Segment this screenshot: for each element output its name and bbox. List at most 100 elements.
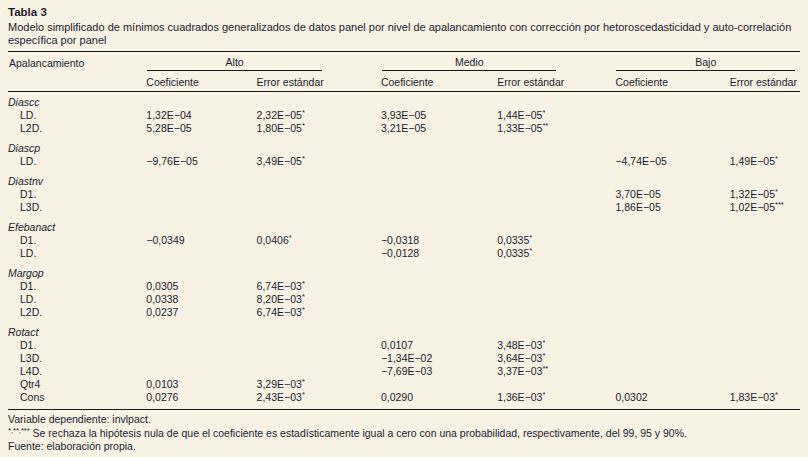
group-header-medio: Medio (381, 52, 616, 73)
variable-lag-label: L2D. (8, 306, 146, 319)
value-cell (146, 214, 256, 234)
value-cell: 0,0302 (615, 391, 729, 410)
significance-stars: * (542, 390, 545, 399)
value-cell (615, 122, 729, 135)
table-row: L2D.0,02376,74E−03* (8, 306, 800, 319)
significance-stars: * (302, 390, 305, 399)
col-header-coeficiente-alto: Coeficiente (146, 72, 256, 92)
value-cell (381, 260, 497, 280)
value-cell (730, 293, 800, 306)
value-cell: 0,0276 (146, 391, 256, 410)
variable-group-label: Diascp (8, 135, 146, 155)
table-number-title: Tabla 3 (8, 6, 798, 19)
value-cell (615, 306, 729, 319)
value-cell: 1,83E−03* (730, 391, 800, 410)
value-cell (497, 378, 615, 391)
value-cell (381, 293, 497, 306)
significance-stars: * (302, 377, 305, 386)
table-row: Diascp (8, 135, 800, 155)
value-cell (257, 214, 381, 234)
value-cell (615, 378, 729, 391)
group-header-row: Apalancamiento Alto Medio Bajo (8, 52, 800, 73)
significance-stars: * (302, 154, 305, 163)
table-row: L3D.−1,34E−023,64E−03* (8, 352, 800, 365)
value-cell (730, 247, 800, 260)
significance-stars: * (542, 338, 545, 347)
value-cell: 8,20E−03* (257, 293, 381, 306)
value-cell (730, 365, 800, 378)
value-cell (730, 109, 800, 122)
variable-group-label: Margop (8, 260, 146, 280)
value-cell (146, 135, 256, 155)
value-cell: 0,0237 (146, 306, 256, 319)
value-cell (615, 135, 729, 155)
significance-stars: * (529, 246, 532, 255)
value-cell (615, 339, 729, 352)
table-row: Qtr40,01033,29E−03* (8, 378, 800, 391)
value-cell (146, 352, 256, 365)
value-cell: −1,34E−02 (381, 352, 497, 365)
group-header-alto: Alto (146, 52, 381, 73)
value-cell (615, 280, 729, 293)
variable-lag-label: D1. (8, 280, 146, 293)
col-header-error-estandar-alto: Error estándar (257, 72, 381, 92)
variable-lag-label: D1. (8, 339, 146, 352)
table-row: D1.0,03056,74E−03* (8, 280, 800, 293)
col-header-coeficiente-medio: Coeficiente (381, 72, 497, 92)
value-cell (146, 319, 256, 339)
value-cell (615, 352, 729, 365)
significance-stars: * (302, 279, 305, 288)
table-row: D1. 0,01073,48E−03* (8, 339, 800, 352)
value-cell (730, 280, 800, 293)
value-cell: 3,37E−03** (497, 365, 615, 378)
variable-lag-label: L2D. (8, 122, 146, 135)
col-header-error-estandar-bajo: Error estándar (730, 72, 800, 92)
significance-stars: *** (775, 200, 784, 209)
value-cell (615, 168, 729, 188)
variable-group-label: Rotact (8, 319, 146, 339)
value-cell: 0,0107 (381, 339, 497, 352)
value-cell: 3,48E−03* (497, 339, 615, 352)
value-cell (497, 319, 615, 339)
value-cell (497, 280, 615, 293)
value-cell (146, 365, 256, 378)
value-cell (730, 122, 800, 135)
value-cell (730, 234, 800, 247)
value-cell (497, 168, 615, 188)
value-cell (497, 188, 615, 201)
value-cell (381, 135, 497, 155)
value-cell: 1,32E−05* (730, 188, 800, 201)
value-cell (146, 247, 256, 260)
value-cell (497, 260, 615, 280)
variable-lag-label: LD. (8, 293, 146, 306)
value-cell: 1,02E−05*** (730, 201, 800, 214)
value-cell (615, 260, 729, 280)
value-cell (381, 168, 497, 188)
value-cell (730, 135, 800, 155)
value-cell (615, 214, 729, 234)
table-row: D1.3,70E−051,32E−05* (8, 188, 800, 201)
value-cell (146, 201, 256, 214)
significance-note-text: Se rechaza la hipótesis nula de que el c… (30, 427, 687, 439)
value-cell (615, 319, 729, 339)
value-cell (730, 319, 800, 339)
value-cell: −0,0349 (146, 234, 256, 247)
value-cell: −0,0318 (381, 234, 497, 247)
variable-lag-label: Cons (8, 391, 146, 410)
value-cell: 1,49E−05* (730, 155, 800, 168)
value-cell (730, 339, 800, 352)
variable-group-label: Diascc (8, 92, 146, 110)
value-cell (730, 260, 800, 280)
variable-lag-label: LD. (8, 247, 146, 260)
table-row: L3D.1,86E−051,02E−05*** (8, 201, 800, 214)
value-cell (257, 319, 381, 339)
significance-stars: * (302, 121, 305, 130)
value-cell: 5,28E−05 (146, 122, 256, 135)
value-cell (615, 247, 729, 260)
value-cell: 0,0290 (381, 391, 497, 410)
significance-stars: * (775, 154, 778, 163)
value-cell: 0,0338 (146, 293, 256, 306)
dependent-variable-note: Variable dependiente: invlpact. (8, 413, 798, 426)
value-cell (257, 168, 381, 188)
value-cell (497, 293, 615, 306)
